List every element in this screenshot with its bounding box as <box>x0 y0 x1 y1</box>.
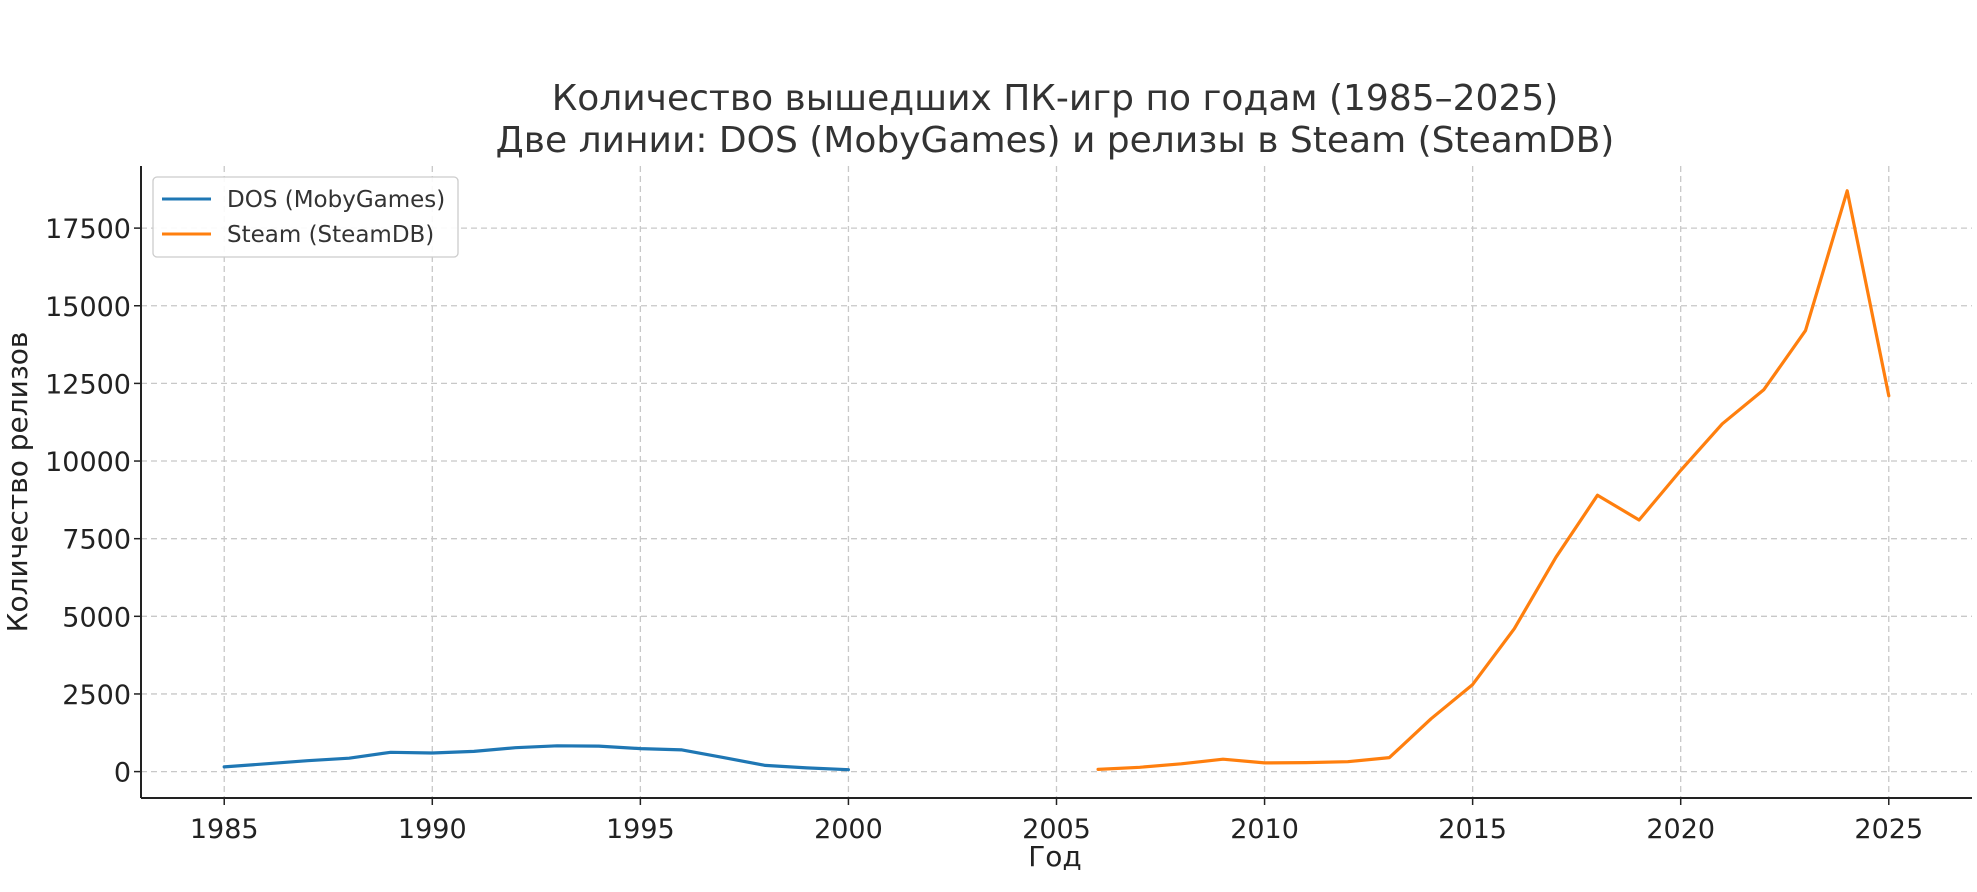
legend: DOS (MobyGames) Steam (SteamDB) <box>152 176 459 258</box>
y-axis-label: Количество релизов <box>1 332 34 633</box>
chart-title-line-2: Две линии: DOS (MobyGames) и релизы в St… <box>496 120 1615 161</box>
x-tick-label: 1995 <box>606 814 675 845</box>
legend-box <box>152 176 459 258</box>
series-line-steam <box>1096 189 1891 772</box>
x-tick-label: 1985 <box>190 814 259 845</box>
y-tick-label: 5000 <box>62 602 131 633</box>
x-tick-label: 1990 <box>398 814 467 845</box>
y-tick-label: 15000 <box>45 292 131 323</box>
y-tick-label: 2500 <box>62 680 131 711</box>
x-tick-label: 2025 <box>1854 814 1923 845</box>
series-lines <box>222 189 1891 772</box>
y-tick-label: 17500 <box>45 214 131 245</box>
x-tick-label: 2000 <box>814 814 883 845</box>
x-tick-label: 2005 <box>1022 814 1091 845</box>
y-tick-label: 7500 <box>62 525 131 556</box>
y-tick-label: 12500 <box>45 369 131 400</box>
y-tick-label: 10000 <box>45 447 131 478</box>
x-axis-ticks: 1985 1990 1995 2000 2005 2010 2015 2020 2025 <box>190 798 1923 845</box>
grid-lines <box>141 166 1972 798</box>
chart-title-line-1: Количество вышедших ПК-игр по годам (198… <box>552 78 1559 119</box>
y-axis-ticks: 0 2500 5000 7500 10000 12500 15000 17500 <box>45 214 141 789</box>
legend-label-dos: DOS (MobyGames) <box>227 187 445 213</box>
legend-label-steam: Steam (SteamDB) <box>227 222 434 248</box>
x-axis-label: Год <box>1028 840 1082 873</box>
x-tick-label: 2020 <box>1646 814 1715 845</box>
y-tick-label: 0 <box>114 758 131 789</box>
x-tick-label: 2015 <box>1438 814 1507 845</box>
x-tick-label: 2010 <box>1230 814 1299 845</box>
series-line-dos <box>222 744 851 772</box>
